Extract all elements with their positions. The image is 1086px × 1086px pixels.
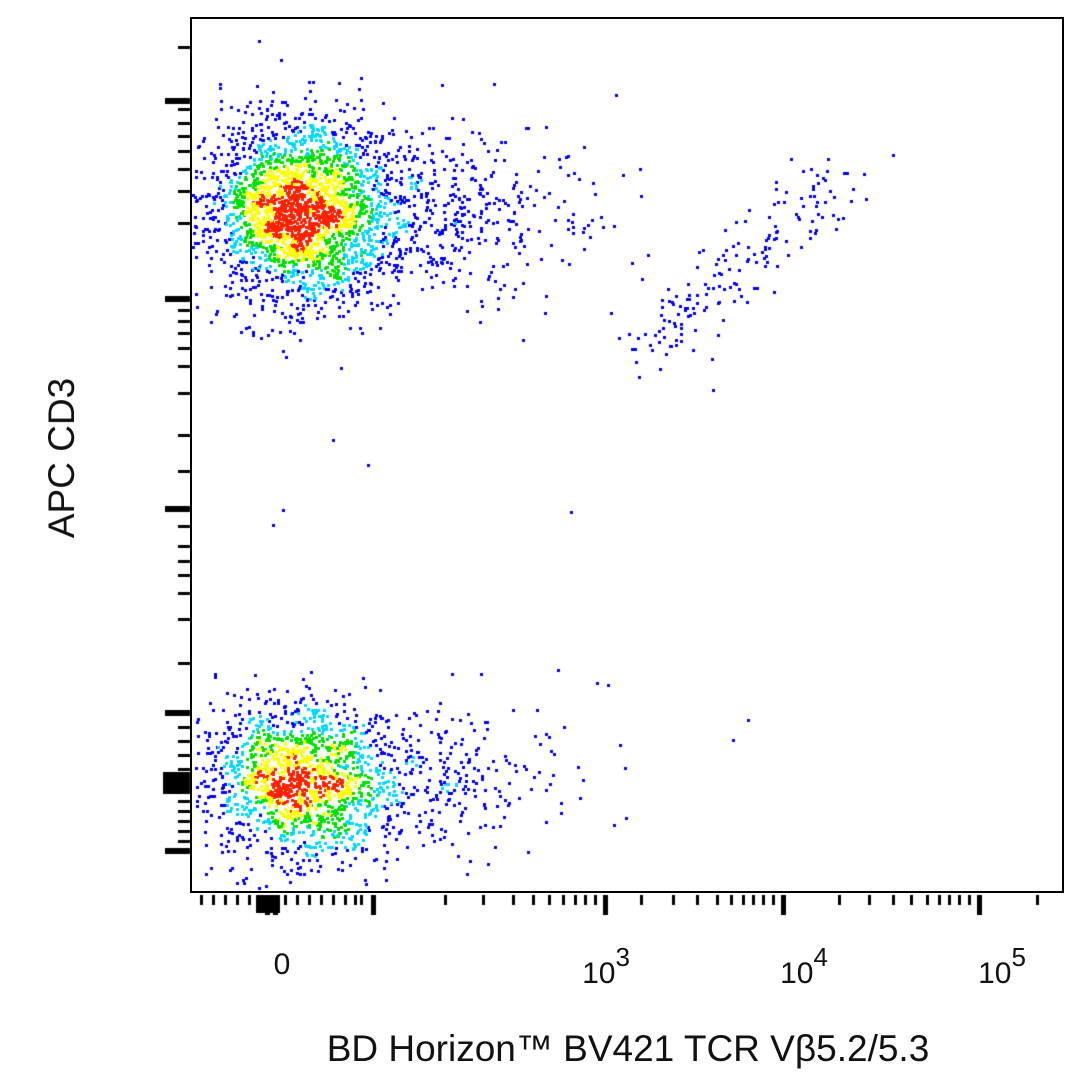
x-tick-1e4: 104 <box>780 942 828 990</box>
x-tick-1e5: 105 <box>978 942 1026 990</box>
x-axis-title: BD Horizon™ BV421 TCR Vβ5.2/5.3 <box>326 1028 930 1069</box>
y-axis-title: APC CD3 <box>41 377 82 539</box>
x-tick-1e3: 103 <box>582 942 630 990</box>
x-tick-0: 0 <box>273 948 291 981</box>
